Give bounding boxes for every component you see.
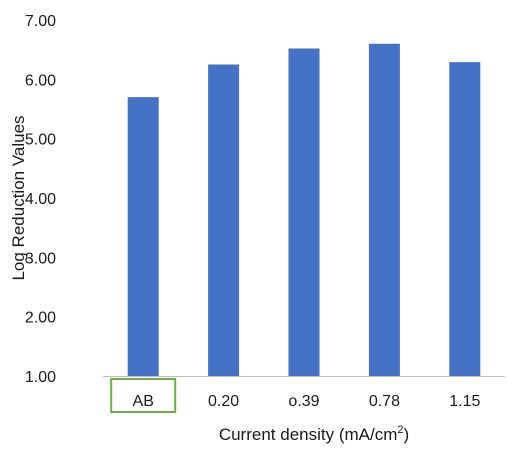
x-tick-label: 1.15 bbox=[449, 393, 480, 410]
x-tick-label: AB bbox=[133, 393, 154, 410]
x-axis-title-suffix: ) bbox=[404, 425, 410, 444]
x-axis-ticks: AB 0.20 o.39 0.78 1.15 bbox=[133, 393, 481, 410]
bar-1 bbox=[208, 65, 239, 377]
bar-4 bbox=[449, 62, 480, 376]
y-tick-label: 3.00 bbox=[25, 250, 56, 267]
y-tick-label: 6.00 bbox=[25, 72, 56, 89]
y-axis-ticks: 1.00 2.00 3.00 4.00 5.00 6.00 7.00 bbox=[25, 13, 56, 386]
x-tick-label: o.39 bbox=[288, 393, 319, 410]
bar-2 bbox=[289, 48, 320, 376]
bar-0 bbox=[128, 97, 159, 376]
y-tick-label: 4.00 bbox=[25, 191, 56, 208]
x-axis-title-text: Current density (mA/cm bbox=[219, 425, 398, 444]
x-axis-title: Current density (mA/cm2) bbox=[219, 424, 409, 444]
y-axis-title: Log Reduction Values bbox=[9, 115, 28, 280]
bars-group bbox=[128, 44, 481, 376]
x-tick-label: 0.20 bbox=[208, 393, 239, 410]
y-tick-label: 5.00 bbox=[25, 132, 56, 149]
x-tick-label: 0.78 bbox=[369, 393, 400, 410]
bar-3 bbox=[369, 44, 400, 376]
y-tick-label: 7.00 bbox=[25, 13, 56, 30]
y-tick-label: 2.00 bbox=[25, 310, 56, 327]
y-tick-label: 1.00 bbox=[25, 369, 56, 386]
